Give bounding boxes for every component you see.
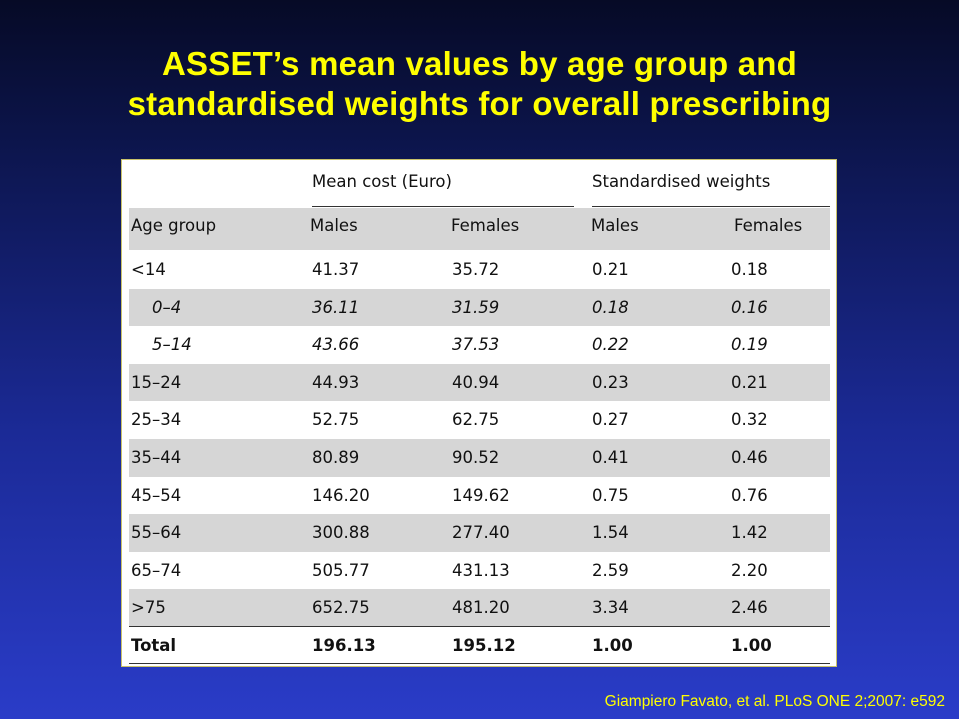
- cell-weight-females: 0.21: [731, 372, 768, 392]
- table-row: [129, 326, 830, 365]
- cell-age-group: 5–14: [152, 335, 192, 355]
- total-weight-males: 1.00: [592, 636, 633, 655]
- cell-age-group: <14: [131, 260, 166, 279]
- column-header-weight-males: Males: [591, 216, 639, 235]
- table-bottom-rule: [129, 663, 830, 664]
- cell-cost-males: 652.75: [312, 598, 370, 618]
- slide-title-line-2: standardised weights for overall prescri…: [127, 85, 832, 122]
- table-row: [129, 251, 830, 289]
- cell-weight-males: 0.23: [592, 372, 629, 392]
- cell-cost-females: 90.52: [452, 448, 500, 467]
- cell-weight-males: 0.18: [592, 297, 629, 317]
- cell-age-group: 25–34: [131, 410, 182, 430]
- table-row: [129, 476, 830, 515]
- cell-age-group: 45–54: [131, 485, 182, 505]
- cell-weight-males: 0.21: [592, 260, 629, 279]
- total-cost-males: 196.13: [312, 636, 376, 655]
- total-cost-females: 195.12: [452, 636, 516, 655]
- column-header-weight-females: Females: [734, 216, 803, 235]
- cell-cost-males: 41.37: [312, 260, 360, 279]
- column-header-row: [129, 208, 830, 250]
- cell-weight-males: 0.22: [592, 335, 629, 355]
- cell-cost-females: 431.13: [452, 560, 510, 580]
- cell-cost-males: 505.77: [312, 560, 370, 580]
- cell-weight-females: 0.19: [731, 335, 768, 355]
- cell-age-group: 65–74: [131, 560, 182, 580]
- cell-cost-females: 35.72: [452, 260, 500, 279]
- group-rule-standardised-weights: [592, 206, 830, 207]
- slide-title-line-1: ASSET’s mean values by age group and: [162, 45, 797, 82]
- column-header-cost-females: Females: [451, 216, 520, 235]
- cell-cost-females: 40.94: [452, 372, 500, 392]
- cell-cost-males: 146.20: [312, 485, 370, 505]
- cell-age-group: 55–64: [131, 523, 182, 543]
- cell-weight-males: 3.34: [592, 598, 629, 618]
- cell-weight-females: 2.46: [731, 598, 768, 618]
- cell-age-group: 0–4: [152, 297, 182, 317]
- total-label: Total: [131, 636, 177, 655]
- cell-cost-males: 52.75: [312, 410, 360, 430]
- total-weight-females: 1.00: [731, 636, 772, 655]
- cell-cost-males: 80.89: [312, 448, 360, 467]
- table-row: [129, 401, 830, 440]
- column-header-cost-males: Males: [310, 216, 358, 235]
- cell-cost-males: 300.88: [312, 523, 370, 543]
- slide-title: ASSET’s mean values by age group and sta…: [0, 44, 959, 124]
- table-row: [129, 589, 830, 628]
- cell-weight-males: 1.54: [592, 523, 629, 543]
- cell-cost-females: 277.40: [452, 523, 510, 543]
- cell-weight-females: 2.20: [731, 560, 768, 580]
- cell-age-group: 15–24: [131, 372, 182, 392]
- cell-weight-males: 0.75: [592, 485, 629, 505]
- group-header-mean-cost: Mean cost (Euro): [312, 172, 452, 191]
- cell-cost-males: 36.11: [312, 297, 360, 317]
- table-row: [129, 514, 830, 553]
- cell-weight-females: 0.46: [731, 448, 768, 467]
- citation: Giampiero Favato, et al. PLoS ONE 2;2007…: [604, 693, 945, 710]
- cell-weight-males: 0.41: [592, 448, 629, 467]
- table-row: [129, 288, 830, 327]
- cell-cost-females: 149.62: [452, 485, 510, 505]
- cell-cost-females: 481.20: [452, 598, 510, 618]
- cell-weight-females: 1.42: [731, 523, 768, 543]
- table-row: [129, 551, 830, 590]
- group-header-standardised-weights: Standardised weights: [592, 172, 771, 191]
- cell-age-group: 35–44: [131, 448, 182, 467]
- cell-cost-females: 37.53: [452, 335, 500, 355]
- group-rule-mean-cost: [312, 206, 574, 207]
- cell-weight-females: 0.18: [731, 260, 768, 279]
- cell-age-group: >75: [131, 598, 166, 618]
- cell-weight-females: 0.76: [731, 485, 768, 505]
- cell-weight-males: 2.59: [592, 560, 629, 580]
- cell-cost-females: 62.75: [452, 410, 500, 430]
- cell-weight-females: 0.16: [731, 297, 768, 317]
- cell-cost-males: 44.93: [312, 372, 360, 392]
- table-row: [129, 363, 830, 402]
- cell-cost-females: 31.59: [452, 297, 500, 317]
- table-row: [129, 439, 830, 477]
- cell-cost-males: 43.66: [312, 335, 360, 355]
- cell-weight-females: 0.32: [731, 410, 768, 430]
- column-header-age-group: Age group: [131, 216, 217, 235]
- data-table: Mean cost (Euro) Standardised weights Ag…: [121, 159, 837, 667]
- cell-weight-males: 0.27: [592, 410, 629, 430]
- total-rule: [129, 626, 830, 627]
